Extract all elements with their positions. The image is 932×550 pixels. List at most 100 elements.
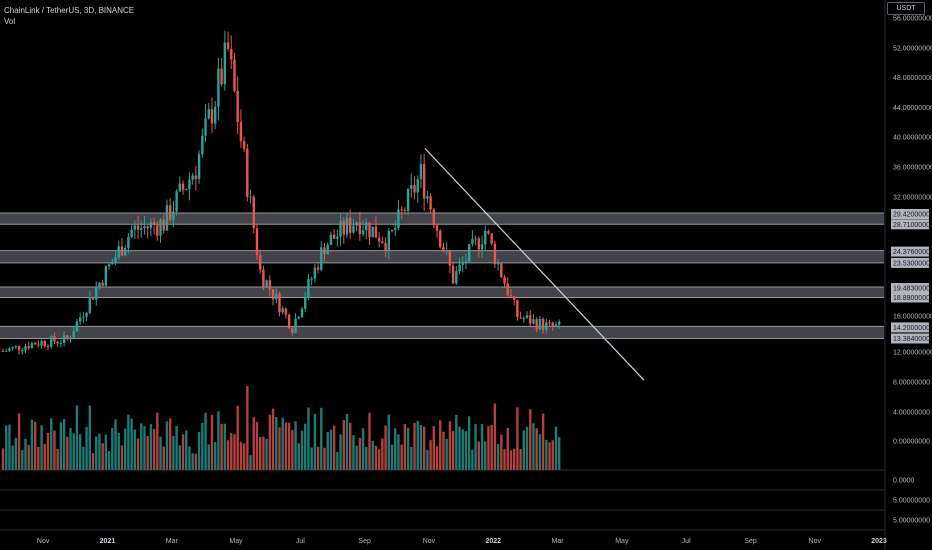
- candle-body: [394, 227, 397, 230]
- zone-badge: [891, 292, 929, 303]
- volume-bar: [461, 429, 464, 470]
- symbol-title[interactable]: ChainLink / TetherUS, 3D, BINANCE: [4, 6, 135, 15]
- candle-body: [390, 229, 394, 232]
- candle-body: [403, 210, 407, 212]
- candle-body: [352, 225, 355, 233]
- price-tick: 16.00000000: [893, 314, 932, 321]
- candle-body: [46, 346, 50, 348]
- candle-body: [123, 248, 127, 256]
- volume-bar: [307, 407, 310, 470]
- time-tick: Nov: [37, 538, 50, 545]
- volume-bar: [377, 449, 381, 470]
- candle-body: [548, 322, 551, 324]
- volume-bar: [374, 445, 378, 470]
- time-tick: Mar: [552, 538, 565, 545]
- volume-bar: [111, 428, 114, 470]
- volume-bar: [114, 419, 117, 470]
- zone-badge-label: 13.38400000: [893, 336, 932, 343]
- candle-body: [104, 266, 108, 286]
- zone-2: [0, 287, 884, 298]
- candle-body: [451, 265, 455, 284]
- volume-bar: [262, 436, 265, 470]
- volume-bar: [358, 437, 362, 470]
- time-tick: Nov: [423, 538, 436, 545]
- volume-bar: [168, 418, 172, 470]
- volume-bar: [30, 419, 34, 470]
- volume-bar: [313, 413, 317, 470]
- volume-bar: [210, 414, 214, 470]
- volume-bar: [66, 436, 69, 470]
- candle-body: [27, 346, 30, 349]
- candle-body: [62, 335, 66, 344]
- candle-body: [320, 247, 323, 270]
- candle-body: [8, 348, 11, 351]
- volume-label[interactable]: Vol: [4, 17, 16, 26]
- currency-badge[interactable]: USDT: [887, 2, 925, 15]
- candle-body: [220, 68, 223, 85]
- zone-3: [0, 326, 884, 339]
- candle-body: [384, 242, 387, 251]
- candle-body: [30, 343, 34, 349]
- volume-bar: [304, 423, 307, 470]
- volume-bar: [226, 440, 230, 470]
- candle-body: [111, 262, 114, 265]
- volume-bar: [72, 433, 75, 470]
- candle-body: [490, 233, 493, 244]
- candle-body: [377, 237, 381, 242]
- price-tick: 8.00000000: [893, 380, 930, 387]
- candle-body: [255, 228, 259, 256]
- price-tick: 32.00000000: [893, 194, 932, 201]
- volume-bar: [21, 450, 24, 470]
- time-tick: 2021: [100, 538, 116, 545]
- candle-body: [162, 219, 165, 231]
- zone-badge: [891, 283, 929, 294]
- candle-body: [191, 175, 194, 180]
- volume-bar: [265, 438, 268, 470]
- candle-body: [271, 289, 275, 300]
- volume-bar: [516, 407, 519, 470]
- candle-body: [239, 122, 243, 142]
- volume-bar: [95, 436, 98, 470]
- volume-bar: [50, 418, 53, 470]
- candle-body: [181, 183, 185, 190]
- candle-body: [336, 236, 339, 239]
- candle-body: [496, 263, 500, 265]
- candle-body: [471, 239, 474, 245]
- volume-bar: [532, 423, 535, 470]
- volume-bar: [529, 409, 532, 470]
- volume-bar: [522, 430, 526, 470]
- zone-1: [0, 250, 884, 263]
- zone-badge-label: 29.42000000: [893, 212, 932, 219]
- zone-badge: [891, 322, 929, 333]
- candle-body: [329, 234, 333, 245]
- volume-bar: [451, 430, 455, 470]
- volume-bar: [152, 429, 156, 470]
- candle-body: [66, 335, 69, 340]
- volume-bar: [271, 408, 275, 470]
- candle-body: [464, 261, 468, 263]
- volume-bar: [159, 436, 162, 470]
- volume-bar: [545, 439, 548, 470]
- candle-body: [532, 319, 535, 324]
- candle-body: [345, 217, 349, 235]
- time-tick: Jul: [296, 538, 305, 545]
- volume-bar: [37, 446, 40, 470]
- candle-body: [278, 293, 281, 313]
- volume-bar: [230, 433, 233, 470]
- zone-badge-label: 19.48300000: [893, 286, 932, 293]
- zone-badge-label: 18.89000000: [893, 295, 932, 302]
- zone-0: [0, 213, 884, 225]
- volume-bar: [165, 421, 169, 470]
- candle-body: [17, 345, 21, 351]
- candles: [1, 31, 561, 355]
- candle-body: [432, 209, 436, 226]
- candle-body: [146, 226, 149, 229]
- volume-bar: [43, 443, 46, 470]
- candle-body: [310, 278, 313, 280]
- candle-body: [442, 247, 445, 252]
- candle-body: [226, 42, 230, 49]
- candle-body: [361, 230, 365, 235]
- candle-body: [500, 263, 503, 278]
- volume-bar: [458, 426, 461, 470]
